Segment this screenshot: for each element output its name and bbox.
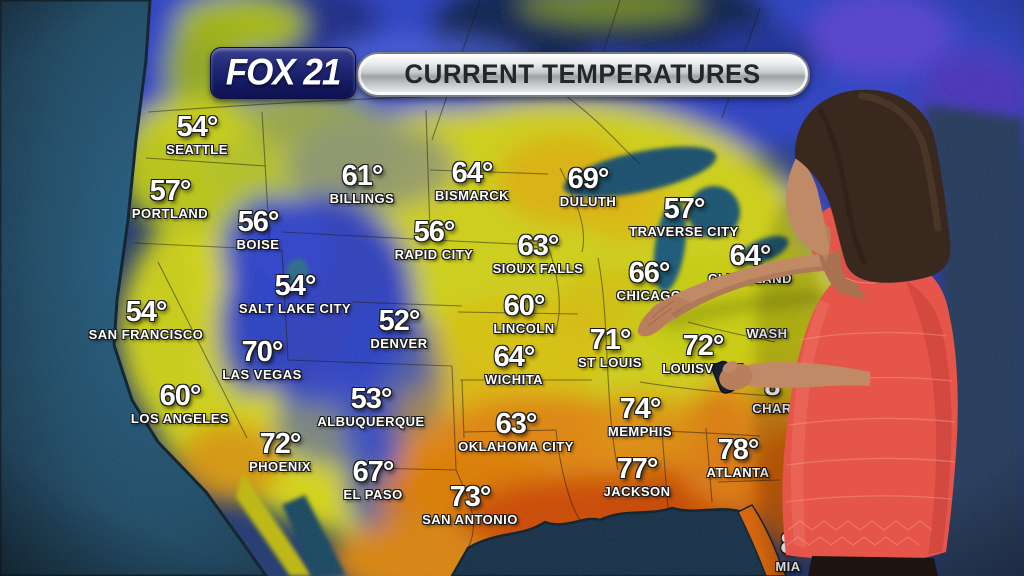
presenter-face — [786, 156, 830, 256]
station-logo: FOX 21 — [210, 47, 356, 99]
hair-front-strand — [817, 107, 867, 265]
pointing-hand — [637, 296, 690, 337]
station-logo-text: FOX 21 — [225, 52, 342, 93]
dress-shading — [905, 280, 952, 554]
arm-shadow — [660, 290, 830, 330]
banner-title-text: CURRENT TEMPERATURES — [404, 59, 762, 89]
thumb — [722, 361, 738, 373]
presenter-neck — [818, 248, 866, 300]
presenter-forearm — [728, 362, 870, 388]
hair-highlight — [858, 92, 942, 232]
dress-pattern — [785, 331, 956, 546]
presenter-legs — [808, 556, 938, 576]
finger-lines — [647, 300, 675, 327]
dress-highlight — [791, 300, 830, 548]
banner-title-pill: CURRENT TEMPERATURES — [356, 52, 810, 97]
